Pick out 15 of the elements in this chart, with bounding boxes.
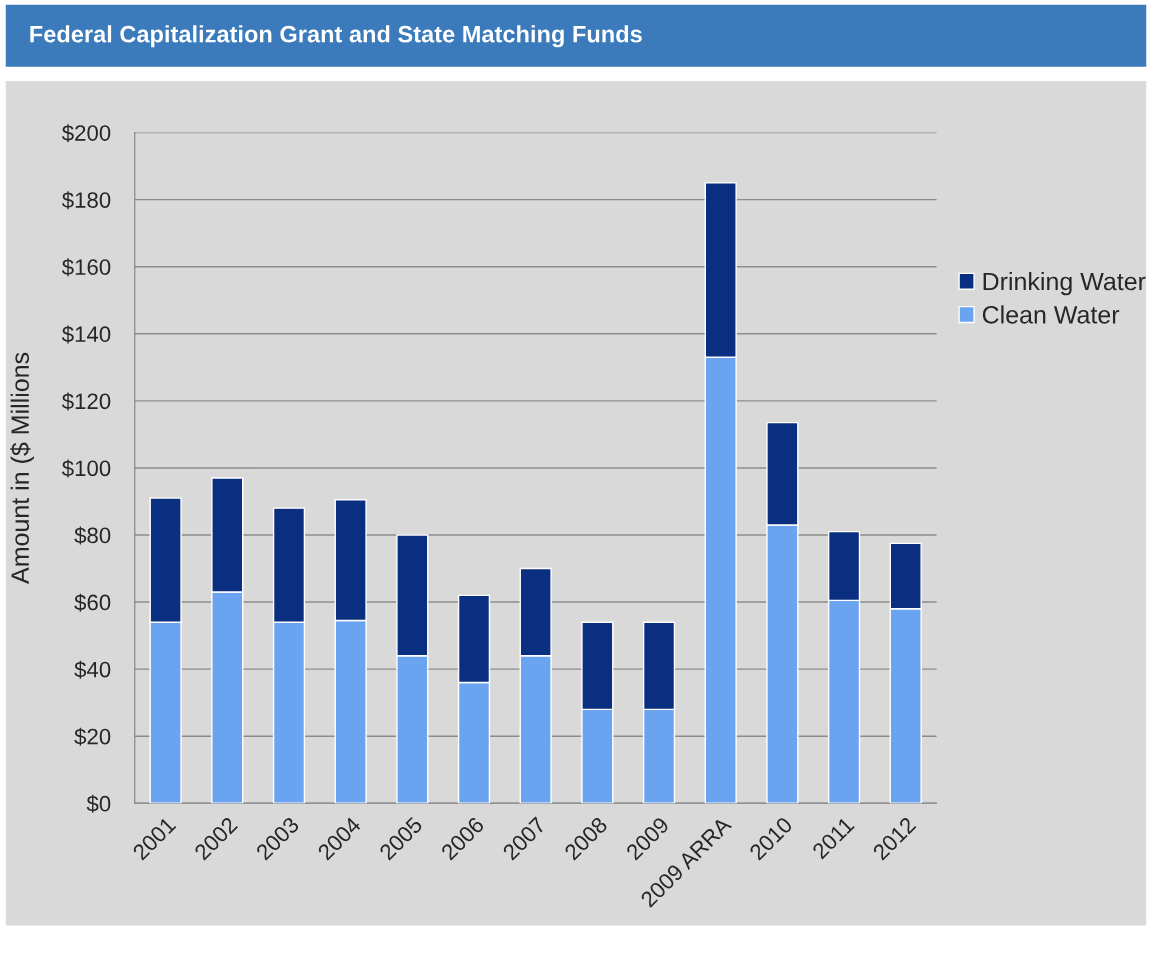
y-tick-label: $80 <box>74 526 111 545</box>
chart-title: Federal Capitalization Grant and State Matching Funds <box>30 25 642 48</box>
y-tick-label: $160 <box>61 258 111 277</box>
y-tick-label: $200 <box>61 124 111 143</box>
legend-label: Clean Water <box>982 305 1120 324</box>
y-tick-label: $180 <box>61 191 111 210</box>
y-tick-label: $40 <box>74 660 111 679</box>
y-tick-label: $60 <box>74 593 111 612</box>
y-tick-label: $120 <box>61 392 111 411</box>
y-tick-label: $20 <box>74 727 111 746</box>
y-tick-label: $100 <box>61 459 111 478</box>
y-axis-title: Amount in ($ Millions <box>10 352 34 584</box>
legend-label: Drinking Water <box>983 271 1146 296</box>
y-tick-label: $0 <box>86 794 111 813</box>
y-tick-label: $140 <box>61 325 111 344</box>
